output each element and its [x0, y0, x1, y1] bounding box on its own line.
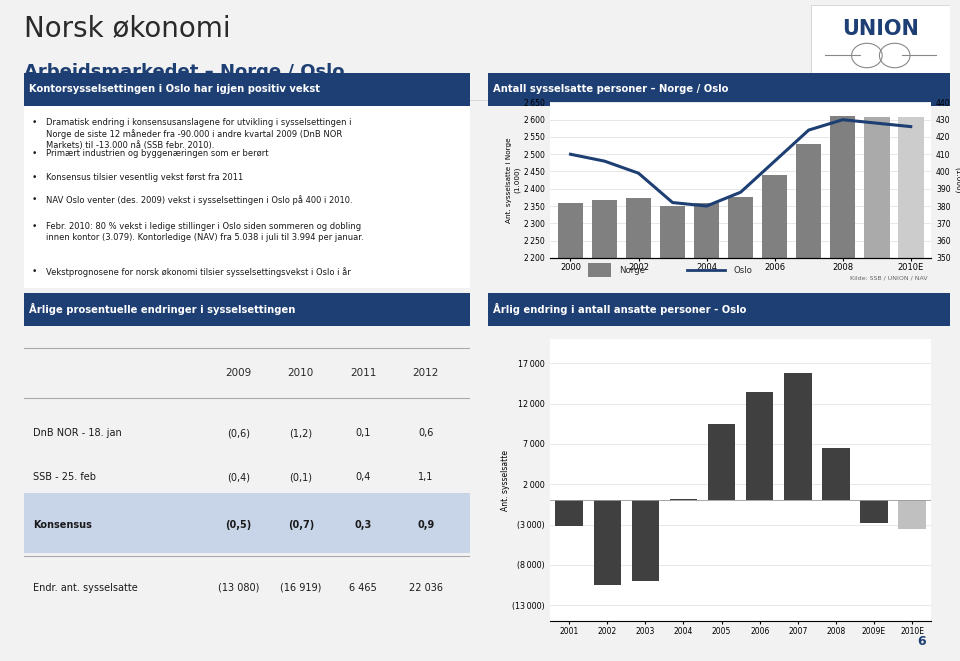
- Text: •: •: [32, 118, 37, 126]
- Bar: [899, 500, 925, 529]
- Bar: [762, 175, 787, 661]
- Y-axis label: Ant. sysselsatte i Norge
(1.000): Ant. sysselsatte i Norge (1.000): [506, 137, 520, 223]
- Text: (0,5): (0,5): [226, 520, 252, 529]
- Text: 0,3: 0,3: [354, 520, 372, 529]
- Text: 6: 6: [918, 635, 925, 648]
- Text: UNION: UNION: [842, 19, 920, 39]
- Bar: [746, 391, 774, 500]
- Text: •: •: [32, 173, 37, 182]
- Bar: [593, 500, 621, 585]
- Bar: [660, 206, 685, 661]
- Bar: [694, 203, 719, 661]
- Text: 0,1: 0,1: [355, 428, 371, 438]
- Text: DnB NOR - 18. jan: DnB NOR - 18. jan: [33, 428, 122, 438]
- Text: Dramatisk endring i konsensusanslagene for utvikling i sysselsettingen i
Norge d: Dramatisk endring i konsensusanslagene f…: [46, 118, 351, 150]
- Text: 0,9: 0,9: [418, 520, 434, 529]
- Text: Vekstprognosene for norsk økonomi tilsier sysselsettingsvekst i Oslo i år: Vekstprognosene for norsk økonomi tilsie…: [46, 266, 351, 276]
- Bar: [898, 117, 924, 661]
- Bar: [796, 144, 822, 661]
- Text: •: •: [32, 149, 37, 159]
- Text: Konsensus: Konsensus: [33, 520, 92, 529]
- Text: Kontorsysselsettingen i Oslo har igjen positiv vekst: Kontorsysselsettingen i Oslo har igjen p…: [30, 84, 321, 95]
- Text: 2012: 2012: [413, 368, 439, 378]
- Text: Febr. 2010: 80 % vekst i ledige stillinger i Oslo siden sommeren og dobling
inne: Febr. 2010: 80 % vekst i ledige stilling…: [46, 222, 364, 242]
- Text: Antall sysselsatte personer – Norge / Oslo: Antall sysselsatte personer – Norge / Os…: [493, 84, 729, 95]
- Text: (0,1): (0,1): [289, 472, 312, 483]
- Bar: [822, 448, 850, 500]
- Bar: [670, 499, 697, 500]
- Bar: [591, 200, 617, 661]
- Bar: [784, 373, 811, 500]
- Y-axis label: Ant. sysselsatte i Oslo
(1.000): Ant. sysselsatte i Oslo (1.000): [955, 140, 960, 220]
- Y-axis label: Ant. sysselsatte: Ant. sysselsatte: [501, 449, 510, 511]
- Text: (0,4): (0,4): [227, 472, 250, 483]
- Text: Årlig endring i antall ansatte personer - Oslo: Årlig endring i antall ansatte personer …: [493, 303, 747, 315]
- Text: (0,6): (0,6): [227, 428, 250, 438]
- Text: 2009: 2009: [226, 368, 252, 378]
- Text: Årlige prosentuelle endringer i sysselsettingen: Årlige prosentuelle endringer i sysselse…: [30, 303, 296, 315]
- Bar: [830, 116, 855, 661]
- Bar: [626, 198, 651, 661]
- Bar: [708, 424, 735, 500]
- Text: 1,1: 1,1: [418, 472, 434, 483]
- Text: •: •: [32, 195, 37, 204]
- Text: (13 080): (13 080): [218, 582, 259, 592]
- Text: Arbeidsmarkedet – Norge / Oslo: Arbeidsmarkedet – Norge / Oslo: [24, 63, 345, 81]
- Text: Norge: Norge: [618, 266, 645, 274]
- Text: NAV Oslo venter (des. 2009) vekst i sysselsettingen i Oslo på 400 i 2010.: NAV Oslo venter (des. 2009) vekst i syss…: [46, 195, 353, 205]
- Text: (1,2): (1,2): [289, 428, 312, 438]
- Bar: [588, 264, 612, 276]
- Bar: [728, 198, 754, 661]
- Text: (16 919): (16 919): [280, 582, 322, 592]
- Text: Endr. ant. sysselsatte: Endr. ant. sysselsatte: [33, 582, 137, 592]
- Text: •: •: [32, 222, 37, 231]
- Bar: [558, 202, 584, 661]
- Bar: [632, 500, 660, 581]
- Text: (0,7): (0,7): [288, 520, 314, 529]
- Text: Kilde: SSB / UNION / NAV: Kilde: SSB / UNION / NAV: [850, 276, 927, 281]
- Text: 2010: 2010: [288, 368, 314, 378]
- Text: Norsk økonomi: Norsk økonomi: [24, 14, 230, 42]
- Text: UNION GRUPPEN: UNION GRUPPEN: [849, 79, 913, 87]
- Text: 6 465: 6 465: [349, 582, 377, 592]
- Text: 0,6: 0,6: [418, 428, 434, 438]
- Bar: [556, 500, 583, 526]
- Text: Oslo: Oslo: [733, 266, 752, 274]
- Text: 2011: 2011: [350, 368, 376, 378]
- Bar: [24, 493, 470, 553]
- Text: Konsensus tilsier vesentlig vekst først fra 2011: Konsensus tilsier vesentlig vekst først …: [46, 173, 244, 182]
- Text: 0,4: 0,4: [355, 472, 371, 483]
- Text: Primært industrien og byggenæringen som er berørt: Primært industrien og byggenæringen som …: [46, 149, 269, 159]
- Text: 22 036: 22 036: [409, 582, 443, 592]
- Bar: [860, 500, 888, 523]
- Text: SSB - 25. feb: SSB - 25. feb: [33, 472, 96, 483]
- Bar: [864, 117, 890, 661]
- Text: •: •: [32, 266, 37, 276]
